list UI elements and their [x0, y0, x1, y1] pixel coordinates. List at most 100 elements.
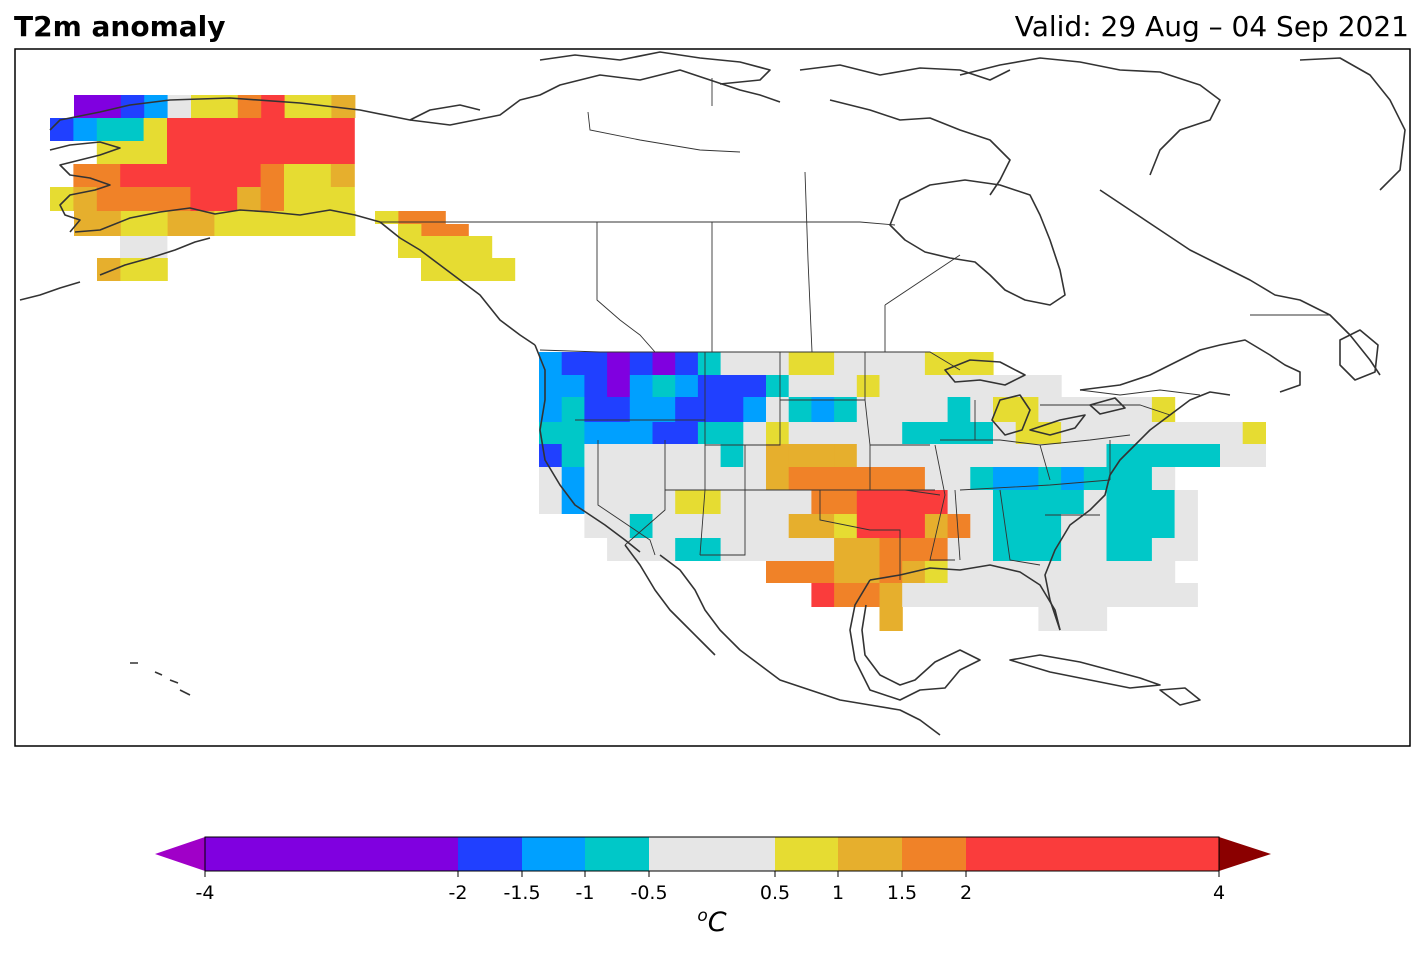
anomaly-cell — [1015, 444, 1039, 467]
anomaly-cell — [720, 422, 744, 444]
anomaly-cell — [1106, 514, 1130, 538]
anomaly-cell — [629, 467, 654, 490]
anomaly-cell — [720, 397, 744, 422]
anomaly-cell — [856, 467, 881, 490]
anomaly-cell — [213, 164, 238, 187]
anomaly-cell — [213, 118, 238, 141]
anomaly-cell — [629, 352, 654, 375]
anomaly-cell — [143, 258, 168, 281]
anomaly-cell — [1061, 514, 1085, 538]
anomaly-cell — [421, 236, 446, 258]
anomaly-cell — [191, 95, 215, 118]
anomaly-cell — [1174, 422, 1198, 444]
anomaly-cell — [584, 514, 608, 538]
anomaly-cell — [720, 352, 744, 375]
anomaly-cell — [1151, 538, 1176, 561]
anomaly-cell — [834, 490, 858, 514]
colorbar-tick-label: 1 — [831, 882, 845, 904]
anomaly-cell — [1151, 583, 1176, 607]
map-title: T2m anomaly — [14, 10, 226, 43]
anomaly-cell — [743, 538, 767, 561]
anomaly-cell — [697, 352, 722, 375]
anomaly-cell — [308, 95, 332, 118]
anomaly-cell — [788, 561, 812, 583]
anomaly-cell — [834, 514, 858, 538]
anomaly-cell — [167, 187, 191, 211]
anomaly-cell — [970, 561, 994, 583]
anomaly-cell — [743, 467, 767, 490]
anomaly-cell — [788, 514, 812, 538]
anomaly-cell — [444, 236, 469, 258]
anomaly-cell — [811, 352, 835, 375]
anomaly-cell — [1061, 490, 1085, 514]
anomaly-cell — [902, 422, 926, 444]
political-borders — [380, 78, 1330, 580]
anomaly-cell — [834, 583, 858, 607]
anomaly-cell — [330, 118, 355, 141]
anomaly-cell — [1174, 538, 1198, 561]
anomaly-cell — [902, 583, 926, 607]
anomaly-cell — [1174, 490, 1198, 514]
anomaly-cell — [924, 467, 949, 490]
anomaly-cell — [879, 607, 903, 631]
anomaly-cell — [1129, 422, 1153, 444]
anomaly-cell — [398, 211, 423, 224]
anomaly-cell — [607, 352, 631, 375]
anomaly-cell — [1083, 467, 1108, 490]
colorbar-bin — [585, 837, 649, 871]
anomaly-cell — [924, 375, 949, 397]
anomaly-cell — [902, 514, 926, 538]
anomaly-cell — [191, 211, 215, 236]
anomaly-cell — [120, 236, 144, 258]
anomaly-cell — [629, 422, 654, 444]
anomaly-cell — [1151, 514, 1176, 538]
anomaly-cell — [561, 375, 585, 397]
anomaly-cell — [970, 538, 994, 561]
anomaly-cell — [1242, 422, 1266, 444]
anomaly-cell — [924, 422, 949, 444]
anomaly-cell — [652, 375, 676, 397]
anomaly-cell — [675, 375, 699, 397]
anomaly-cell — [629, 538, 654, 561]
anomaly-cell — [1015, 490, 1039, 514]
anomaly-cell — [1038, 397, 1062, 422]
anomaly-cell — [307, 118, 332, 141]
anomaly-cell — [766, 538, 790, 561]
anomaly-cell — [561, 467, 585, 490]
anomaly-cell — [120, 187, 145, 211]
anomaly-cell — [1015, 514, 1039, 538]
anomaly-cell — [811, 561, 835, 583]
anomaly-cell — [467, 258, 492, 281]
anomaly-cell — [879, 397, 903, 422]
anomaly-cell — [675, 490, 699, 514]
anomaly-cell — [834, 397, 858, 422]
anomaly-cell — [743, 514, 767, 538]
anomaly-cell — [834, 561, 858, 583]
anomaly-cell — [743, 444, 767, 467]
anomaly-cell — [167, 211, 192, 236]
anomaly-cell — [237, 141, 262, 164]
anomaly-cell — [607, 422, 631, 444]
anomaly-cell — [788, 444, 812, 467]
colorbar-bin — [775, 837, 838, 871]
anomaly-cell — [1083, 561, 1108, 583]
anomaly-cell — [1038, 538, 1062, 561]
anomaly-cells — [50, 95, 1266, 631]
anomaly-cell — [970, 490, 994, 514]
anomaly-cell — [811, 422, 835, 444]
anomaly-cell — [697, 397, 722, 422]
anomaly-cell — [284, 187, 308, 211]
anomaly-cell — [1061, 422, 1085, 444]
anomaly-cell — [1038, 514, 1062, 538]
anomaly-cell — [1129, 397, 1153, 422]
anomaly-cell — [834, 352, 858, 375]
anomaly-cell — [856, 583, 881, 607]
anomaly-cell — [1083, 583, 1108, 607]
anomaly-cell — [284, 141, 308, 164]
anomaly-cell — [584, 444, 608, 467]
anomaly-cell — [720, 490, 744, 514]
anomaly-cell — [237, 187, 262, 211]
anomaly-cell — [902, 397, 926, 422]
